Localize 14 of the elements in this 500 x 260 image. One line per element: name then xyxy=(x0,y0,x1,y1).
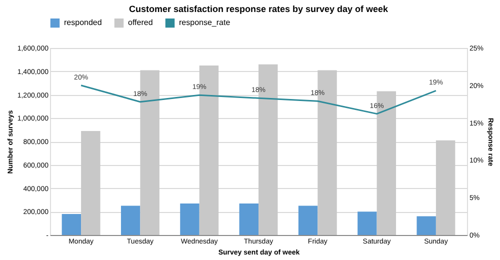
bar xyxy=(416,216,436,235)
legend-label: responded xyxy=(64,18,102,28)
bar xyxy=(239,203,258,235)
bar xyxy=(81,130,100,235)
bar xyxy=(298,206,318,235)
bar xyxy=(436,140,456,235)
bar xyxy=(180,203,200,235)
bar xyxy=(120,206,140,235)
legend-label: offered xyxy=(128,18,153,28)
chart-title: Customer satisfaction response rates by survey day of week xyxy=(128,4,390,14)
bar xyxy=(62,214,82,235)
legend-label: response_rate xyxy=(179,18,231,28)
bar xyxy=(358,212,377,235)
line-series xyxy=(80,84,437,115)
